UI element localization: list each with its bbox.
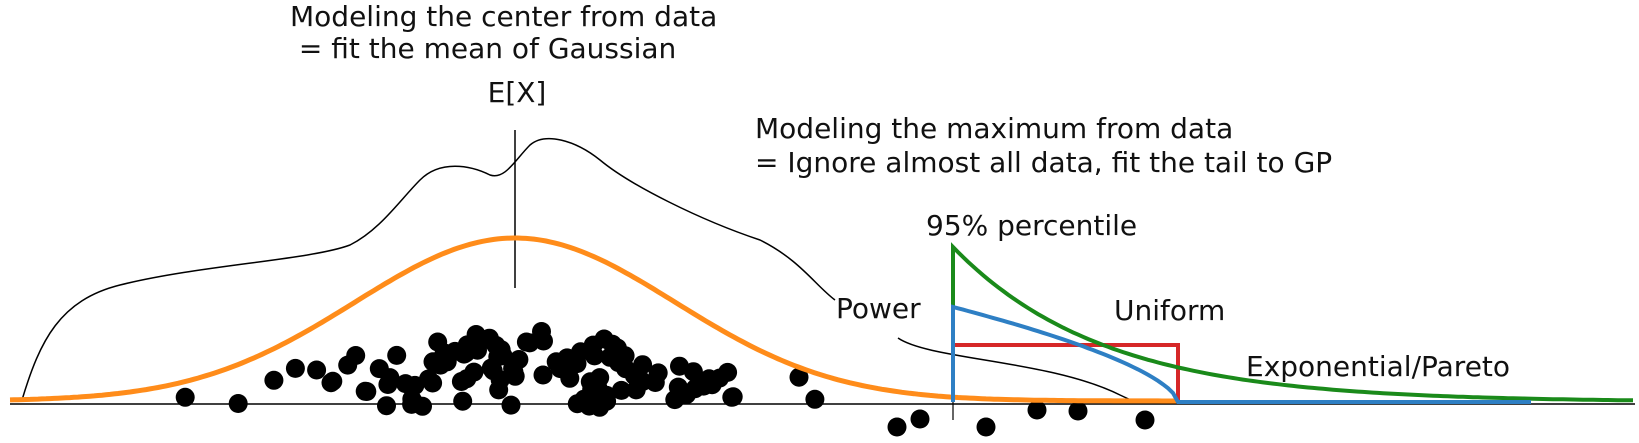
data-point	[423, 352, 443, 372]
data-point	[285, 358, 305, 378]
data-point	[887, 417, 907, 437]
data-point	[910, 409, 930, 429]
data-point	[591, 384, 611, 404]
data-point	[228, 394, 248, 413]
data-point	[520, 333, 540, 353]
exponential-pareto-curve	[951, 242, 1633, 403]
mean-label: E[X]	[488, 76, 547, 109]
data-point	[611, 380, 631, 400]
data-point	[976, 417, 996, 437]
data-point	[600, 347, 620, 367]
center-caption-line2: = fit the mean of Gaussian	[290, 32, 676, 65]
data-point	[585, 346, 604, 366]
data-point	[645, 373, 665, 392]
data-point	[567, 394, 587, 414]
power-label: Power	[836, 292, 921, 325]
empirical-density-tail	[897, 337, 1136, 403]
data-point	[387, 345, 407, 365]
max-caption-line1: Modeling the maximum from data	[755, 112, 1233, 145]
data-point	[264, 370, 284, 390]
data-point	[464, 362, 484, 382]
data-point	[369, 359, 389, 379]
data-point	[479, 328, 499, 348]
empirical-density-curve	[21, 137, 836, 401]
data-point	[723, 387, 743, 407]
data-point	[805, 389, 825, 409]
data-point	[665, 390, 685, 410]
data-point	[357, 382, 377, 401]
exp-pareto-label: Exponential/Pareto	[1246, 350, 1510, 383]
percentile-label: 95% percentile	[926, 209, 1137, 242]
data-point	[702, 375, 722, 395]
data-point	[615, 346, 635, 366]
power-distribution-curve	[951, 304, 1531, 404]
data-point	[468, 340, 487, 360]
data-point	[1135, 410, 1155, 430]
data-point	[789, 367, 809, 387]
data-point	[175, 387, 195, 407]
data-point	[670, 356, 689, 376]
data-point	[718, 362, 738, 382]
data-point	[396, 374, 415, 394]
data-point	[1068, 401, 1088, 421]
gaussian-fit-curve	[9, 235, 1178, 404]
data-point	[378, 375, 398, 394]
data-point	[501, 395, 521, 415]
data-point	[503, 359, 523, 378]
data-point	[557, 348, 577, 368]
data-point	[323, 371, 343, 391]
data-point	[1027, 400, 1047, 420]
center-caption-line1: Modeling the center from data	[290, 0, 717, 33]
data-point	[377, 396, 396, 416]
data-points-group	[175, 322, 1155, 437]
max-caption-line2: = Ignore almost all data, fit the tail t…	[755, 146, 1332, 179]
data-point	[560, 368, 580, 388]
data-point	[590, 368, 610, 388]
data-point	[402, 394, 422, 414]
data-point	[346, 346, 366, 365]
data-point	[489, 380, 509, 400]
data-point	[533, 365, 553, 385]
uniform-distribution-curve	[953, 343, 1180, 402]
data-point	[307, 360, 327, 380]
data-point	[481, 358, 501, 378]
data-point	[626, 380, 646, 400]
data-point	[423, 373, 443, 393]
data-point	[453, 391, 473, 411]
uniform-label: Uniform	[1114, 294, 1225, 327]
data-point	[594, 329, 614, 349]
